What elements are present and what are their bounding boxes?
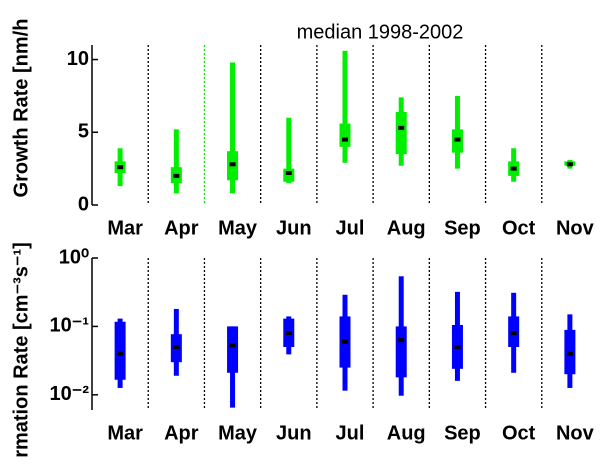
y-tick-label: 0 — [78, 193, 89, 215]
x-tick-label: May — [218, 422, 258, 444]
median — [229, 162, 236, 167]
x-tick-label: Oct — [502, 422, 536, 444]
x-tick-label: Jun — [276, 217, 312, 239]
x-tick-label: Aug — [387, 422, 426, 444]
median — [454, 137, 461, 142]
median — [566, 162, 573, 167]
x-tick-label: Apr — [164, 217, 199, 239]
median — [510, 166, 517, 171]
median — [117, 165, 124, 170]
median — [398, 125, 405, 130]
whisker — [173, 129, 179, 194]
y-tick-label: 5 — [78, 121, 89, 143]
whisker — [230, 62, 236, 194]
whisker — [286, 117, 292, 184]
y-tick-label: 10 — [67, 48, 89, 70]
box — [395, 111, 407, 155]
median — [566, 351, 573, 356]
x-tick-label: Sep — [444, 422, 481, 444]
x-tick-label: Mar — [107, 422, 143, 444]
median — [342, 137, 348, 142]
box — [339, 123, 351, 147]
median — [398, 338, 405, 343]
box — [227, 326, 239, 373]
x-tick-label: Mar — [107, 217, 143, 239]
x-tick-label: Jul — [336, 422, 365, 444]
median — [117, 351, 124, 356]
x-tick-label: May — [218, 217, 258, 239]
x-tick-label: Apr — [164, 422, 199, 444]
y-axis-label: rmation Rate [cm⁻³s⁻¹] — [10, 242, 32, 458]
median — [342, 339, 348, 344]
x-tick-label: Sep — [444, 217, 481, 239]
median — [510, 331, 517, 336]
median — [173, 345, 180, 350]
chart-title: median 1998-2002 — [297, 21, 464, 43]
y-tick-label: 10⁰ — [59, 246, 89, 268]
x-tick-label: Aug — [387, 217, 426, 239]
x-tick-label: Jun — [276, 422, 312, 444]
box — [283, 168, 295, 182]
x-tick-label: Nov — [556, 217, 595, 239]
y-axis-label: Growth Rate [nm/h — [10, 19, 32, 198]
x-tick-label: Jul — [336, 217, 365, 239]
x-tick-label: Nov — [556, 422, 595, 444]
median — [454, 345, 461, 350]
y-tick-label: 10⁻² — [50, 383, 90, 405]
median — [285, 171, 292, 175]
y-tick-label: 10⁻¹ — [50, 315, 90, 337]
x-tick-label: Oct — [502, 217, 536, 239]
median — [229, 343, 236, 348]
whisker — [342, 50, 348, 163]
box — [395, 326, 407, 378]
median — [285, 331, 292, 336]
median — [173, 173, 180, 178]
box — [114, 321, 126, 380]
